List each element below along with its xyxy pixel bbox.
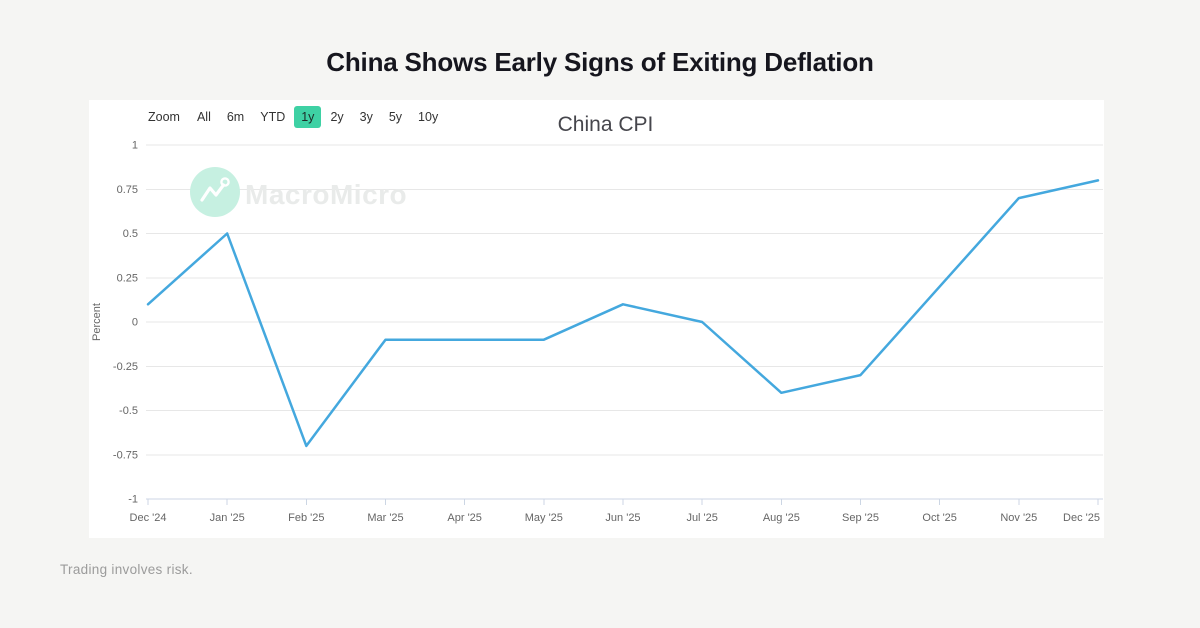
y-axis-label: 0.25 <box>117 272 138 284</box>
chart-title: China CPI <box>557 113 654 136</box>
chart-axes-grid: 1 0.75 0.5 0.25 0 -0.25 -0.5 -0.75 -1 Dec '24 Jan … <box>91 140 1103 524</box>
x-axis-label: Oct '25 <box>922 512 957 524</box>
zoom-range-buttons: All 6m YTD 1y 2y 3y 5y 10y <box>189 106 446 128</box>
x-axis-label: Dec '25 <box>1063 512 1100 524</box>
cpi-series-line[interactable] <box>146 179 1100 448</box>
x-axis-label: Jan '25 <box>210 512 245 524</box>
zoom-range-button-all[interactable]: All <box>196 110 211 124</box>
y-axis-label: -0.5 <box>119 405 138 417</box>
y-axis-label: 1 <box>132 140 138 152</box>
x-axis-label: Aug '25 <box>763 512 800 524</box>
zoom-label: Zoom <box>148 110 180 124</box>
zoom-range-button-6m[interactable]: 6m <box>226 110 245 124</box>
y-axis-label: 0.5 <box>123 228 138 240</box>
x-axis-label: Apr '25 <box>447 512 482 524</box>
zoom-range-button-5y[interactable]: 5y <box>388 110 403 124</box>
zoom-range-button-1y[interactable]: 1y <box>294 106 322 128</box>
macromicro-logo-icon <box>190 167 240 222</box>
y-axis-label: 0.75 <box>117 184 138 196</box>
x-axis-label: Jun '25 <box>605 512 640 524</box>
zoom-range-button-ytd[interactable]: YTD <box>260 110 286 124</box>
cpi-line-chart[interactable] <box>89 100 1104 538</box>
page-title: China Shows Early Signs of Exiting Defla… <box>326 47 874 77</box>
x-axis-label: Jul '25 <box>686 512 717 524</box>
y-axis-label: -0.25 <box>113 361 138 373</box>
y-axis-label: -1 <box>128 494 138 506</box>
zoom-range-button-10y[interactable]: 10y <box>418 110 439 124</box>
watermark-text: MacroMicro <box>245 178 408 210</box>
zoom-toolbar: Zoom All 6m YTD 1y 2y 3y 5y 10y <box>148 106 446 128</box>
zoom-range-button-2y[interactable]: 2y <box>330 110 344 124</box>
x-axis-label: Sep '25 <box>842 512 879 524</box>
chart-card: Zoom All 6m YTD 1y 2y 3y 5y 10y China CPI Macro… <box>89 100 1104 538</box>
x-axis-label: Dec '24 <box>130 512 167 524</box>
y-axis-title: Percent <box>91 303 103 341</box>
x-axis-label: May '25 <box>525 512 563 524</box>
y-axis-label: 0 <box>132 317 138 329</box>
zoom-range-button-3y[interactable]: 3y <box>359 110 373 124</box>
x-axis-label: Nov '25 <box>1000 512 1037 524</box>
x-axis-label: Mar '25 <box>367 512 403 524</box>
y-axis-label: -0.75 <box>113 449 138 461</box>
disclaimer-text: Trading involves risk. <box>60 562 193 577</box>
watermark: MacroMicro <box>190 167 407 222</box>
x-axis-label: Feb '25 <box>288 512 324 524</box>
